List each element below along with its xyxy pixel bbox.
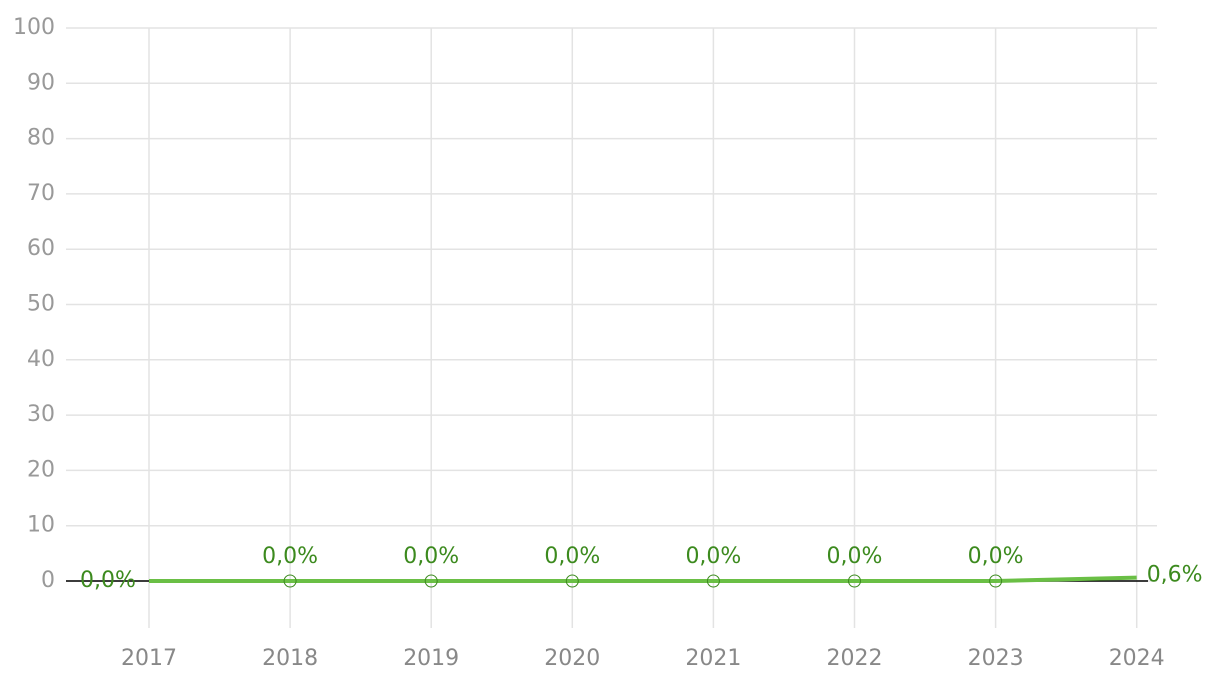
point — [283, 574, 297, 588]
y-tick-label: 90 — [27, 70, 55, 95]
x-tick-label: 2024 — [1109, 646, 1165, 671]
y-tick-label: 10 — [27, 513, 55, 538]
y-tick-label: 50 — [27, 291, 55, 316]
x-tick-label: 2020 — [544, 646, 600, 671]
point — [989, 574, 1003, 588]
x-tick-label: 2023 — [968, 646, 1024, 671]
point — [848, 574, 861, 588]
value-label: 0,6% — [1147, 563, 1203, 588]
value-label: 0,0% — [685, 544, 741, 569]
value-label: 0,0% — [544, 544, 600, 569]
y-tick-label: 40 — [27, 347, 55, 372]
y-tick-label: 80 — [27, 126, 55, 151]
value-label: 0,0% — [403, 544, 459, 569]
y-tick-label: 30 — [27, 402, 55, 427]
y-tick-label: 100 — [13, 15, 55, 40]
value-label: 0,0% — [968, 544, 1024, 569]
x-tick-label: 2021 — [685, 646, 741, 671]
x-tick-label: 2017 — [121, 646, 177, 671]
x-tick-label: 2022 — [827, 646, 883, 671]
point — [706, 574, 720, 588]
y-tick-label: 20 — [27, 457, 55, 482]
y-tick-label: 60 — [27, 236, 55, 261]
point — [565, 574, 579, 588]
x-tick-label: 2018 — [262, 646, 318, 671]
value-label: 0,0% — [80, 568, 136, 593]
line — [149, 575, 1137, 583]
y-tick-label: 70 — [27, 181, 55, 206]
value-label: 0,0% — [262, 544, 318, 569]
x-tick-label: 2019 — [403, 646, 459, 671]
value-label: 0,0% — [827, 544, 883, 569]
y-tick-label: 0 — [41, 568, 55, 593]
point — [424, 574, 438, 588]
